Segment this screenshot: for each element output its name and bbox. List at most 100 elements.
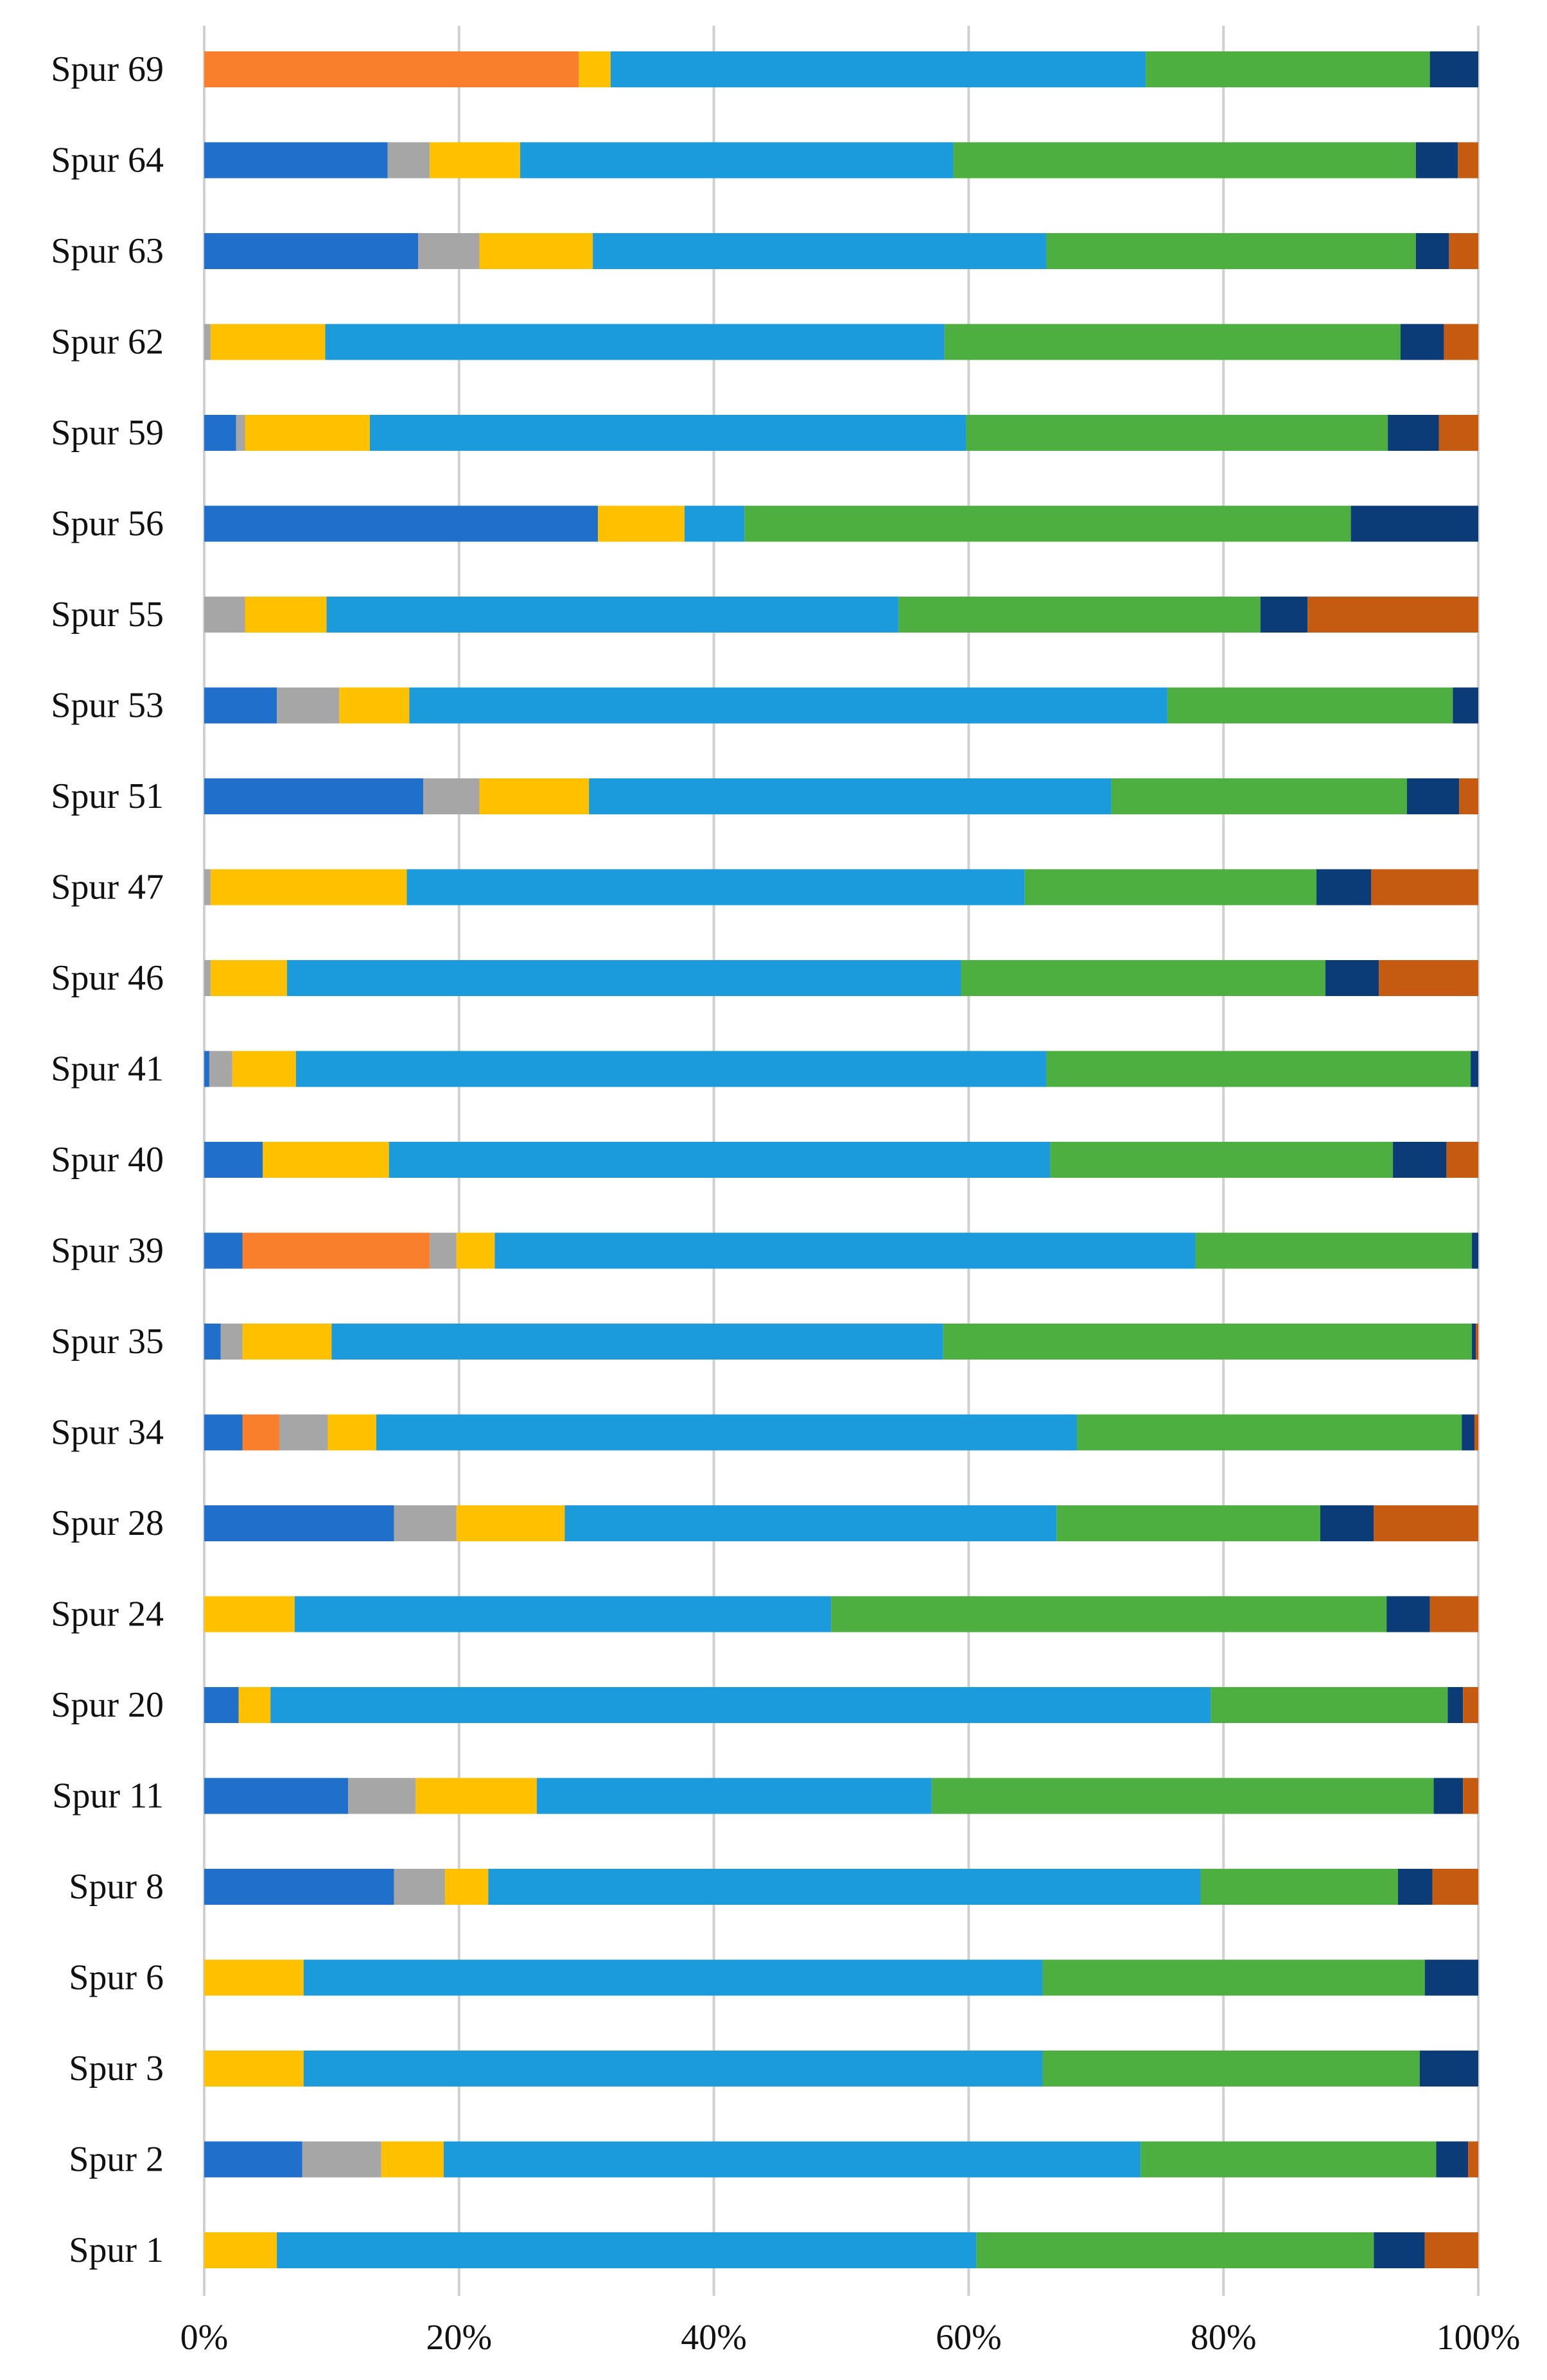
bar-segment: [418, 233, 480, 269]
bar-segment: [1146, 51, 1430, 87]
category-label: Spur 11: [52, 1776, 164, 1816]
bar-segment: [204, 1505, 394, 1541]
bar-segment: [536, 1778, 932, 1814]
bar-segment: [204, 324, 211, 360]
bar-segment: [1444, 324, 1478, 360]
bar-segment: [579, 51, 611, 87]
bar-segment: [1436, 2141, 1469, 2178]
bar-segment: [204, 687, 277, 724]
bar-segment: [1438, 415, 1478, 451]
bar-segment: [1211, 1687, 1448, 1723]
category-label: Spur 56: [51, 504, 164, 544]
bar-segment: [1476, 1324, 1478, 1360]
bar-segment: [204, 2232, 277, 2268]
bar-segment: [220, 1324, 243, 1360]
bar-segment: [1325, 960, 1379, 996]
category-label: Spur 59: [51, 413, 164, 453]
category-label: Spur 63: [51, 231, 164, 271]
bar-segment: [294, 1596, 832, 1632]
x-tick-label: 0%: [180, 2318, 229, 2358]
bar-segment: [598, 505, 685, 542]
x-tick-label: 100%: [1437, 2318, 1521, 2358]
bar-segment: [444, 1869, 489, 1905]
bar-segment: [1386, 1596, 1430, 1632]
bar-segment: [1462, 1414, 1475, 1451]
bar-segment: [277, 687, 340, 724]
bar-segment: [479, 778, 590, 814]
bar-segment: [1200, 1869, 1399, 1905]
category-label: Spur 20: [51, 1685, 164, 1725]
bar-segment: [1463, 1687, 1478, 1723]
bar-segment: [1463, 1778, 1478, 1814]
bar-segment: [1415, 233, 1449, 269]
bar-segment: [303, 1959, 1043, 1996]
bar-segment: [286, 960, 961, 996]
bar-segment: [744, 505, 1351, 542]
bar-segment: [589, 778, 1112, 814]
category-label: Spur 55: [51, 595, 164, 634]
bar-segment: [423, 778, 480, 814]
bar-segment: [263, 1142, 389, 1178]
bar-segment: [369, 415, 966, 451]
bar-segment: [209, 1051, 232, 1087]
category-label: Spur 62: [51, 322, 164, 362]
bar-segment: [204, 1778, 349, 1814]
bar-segment: [494, 1232, 1196, 1269]
bar-segment: [944, 324, 1401, 360]
bar-segment: [1195, 1232, 1473, 1269]
bar-segment: [1077, 1414, 1462, 1451]
bar-segment: [1042, 2051, 1420, 2087]
bar-segment: [409, 687, 1167, 724]
bar-segment: [1458, 142, 1478, 179]
bar-segment: [1453, 687, 1478, 724]
bar-segment: [389, 1142, 1051, 1178]
bar-segment: [1167, 687, 1453, 724]
bar-segment: [1111, 778, 1407, 814]
bar-segment: [1446, 1142, 1478, 1178]
category-label: Spur 8: [69, 1867, 164, 1907]
bar-segment: [430, 1232, 457, 1269]
category-label: Spur 24: [51, 1595, 164, 1634]
bar-segment: [953, 142, 1416, 179]
bar-segment: [204, 505, 599, 542]
bar-segment: [394, 1505, 457, 1541]
bar-segment: [1046, 1051, 1471, 1087]
bar-segment: [204, 1869, 394, 1905]
bar-segment: [1429, 51, 1478, 87]
bar-segment: [376, 1414, 1078, 1451]
bar-segment: [204, 960, 211, 996]
bar-segment: [1374, 1505, 1478, 1541]
bar-segment: [325, 324, 945, 360]
bar-segment: [961, 960, 1325, 996]
bar-segment: [1042, 1959, 1425, 1996]
bar-segment: [966, 415, 1388, 451]
bar-segment: [279, 1414, 328, 1451]
bar-segment: [242, 1324, 332, 1360]
category-label: Spur 40: [51, 1140, 164, 1180]
bar-segment: [1447, 1687, 1464, 1723]
bar-segment: [245, 597, 327, 633]
bar-segment: [204, 1232, 243, 1269]
bar-segment: [1432, 1869, 1478, 1905]
bar-segment: [1424, 1959, 1478, 1996]
bar-segment: [1056, 1505, 1320, 1541]
bar-segment: [1419, 2051, 1478, 2087]
bar-segment: [204, 1959, 304, 1996]
bar-segment: [1320, 1505, 1374, 1541]
bar-segment: [1472, 1232, 1478, 1269]
bar-segment: [204, 2051, 304, 2087]
bar-segment: [1400, 324, 1444, 360]
bar-segment: [1393, 1142, 1447, 1178]
bar-segment: [1307, 597, 1478, 633]
bar-segment: [1350, 505, 1478, 542]
bar-segment: [277, 2232, 977, 2268]
bar-segment: [1472, 1324, 1476, 1360]
bar-segment: [1474, 1414, 1478, 1451]
bar-segment: [387, 142, 430, 179]
bar-segment: [204, 2141, 302, 2178]
bar-segment: [1374, 2232, 1425, 2268]
bar-segment: [831, 1596, 1387, 1632]
bar-segment: [1046, 233, 1416, 269]
bar-segment: [1024, 869, 1317, 906]
category-label: Spur 46: [51, 958, 164, 998]
